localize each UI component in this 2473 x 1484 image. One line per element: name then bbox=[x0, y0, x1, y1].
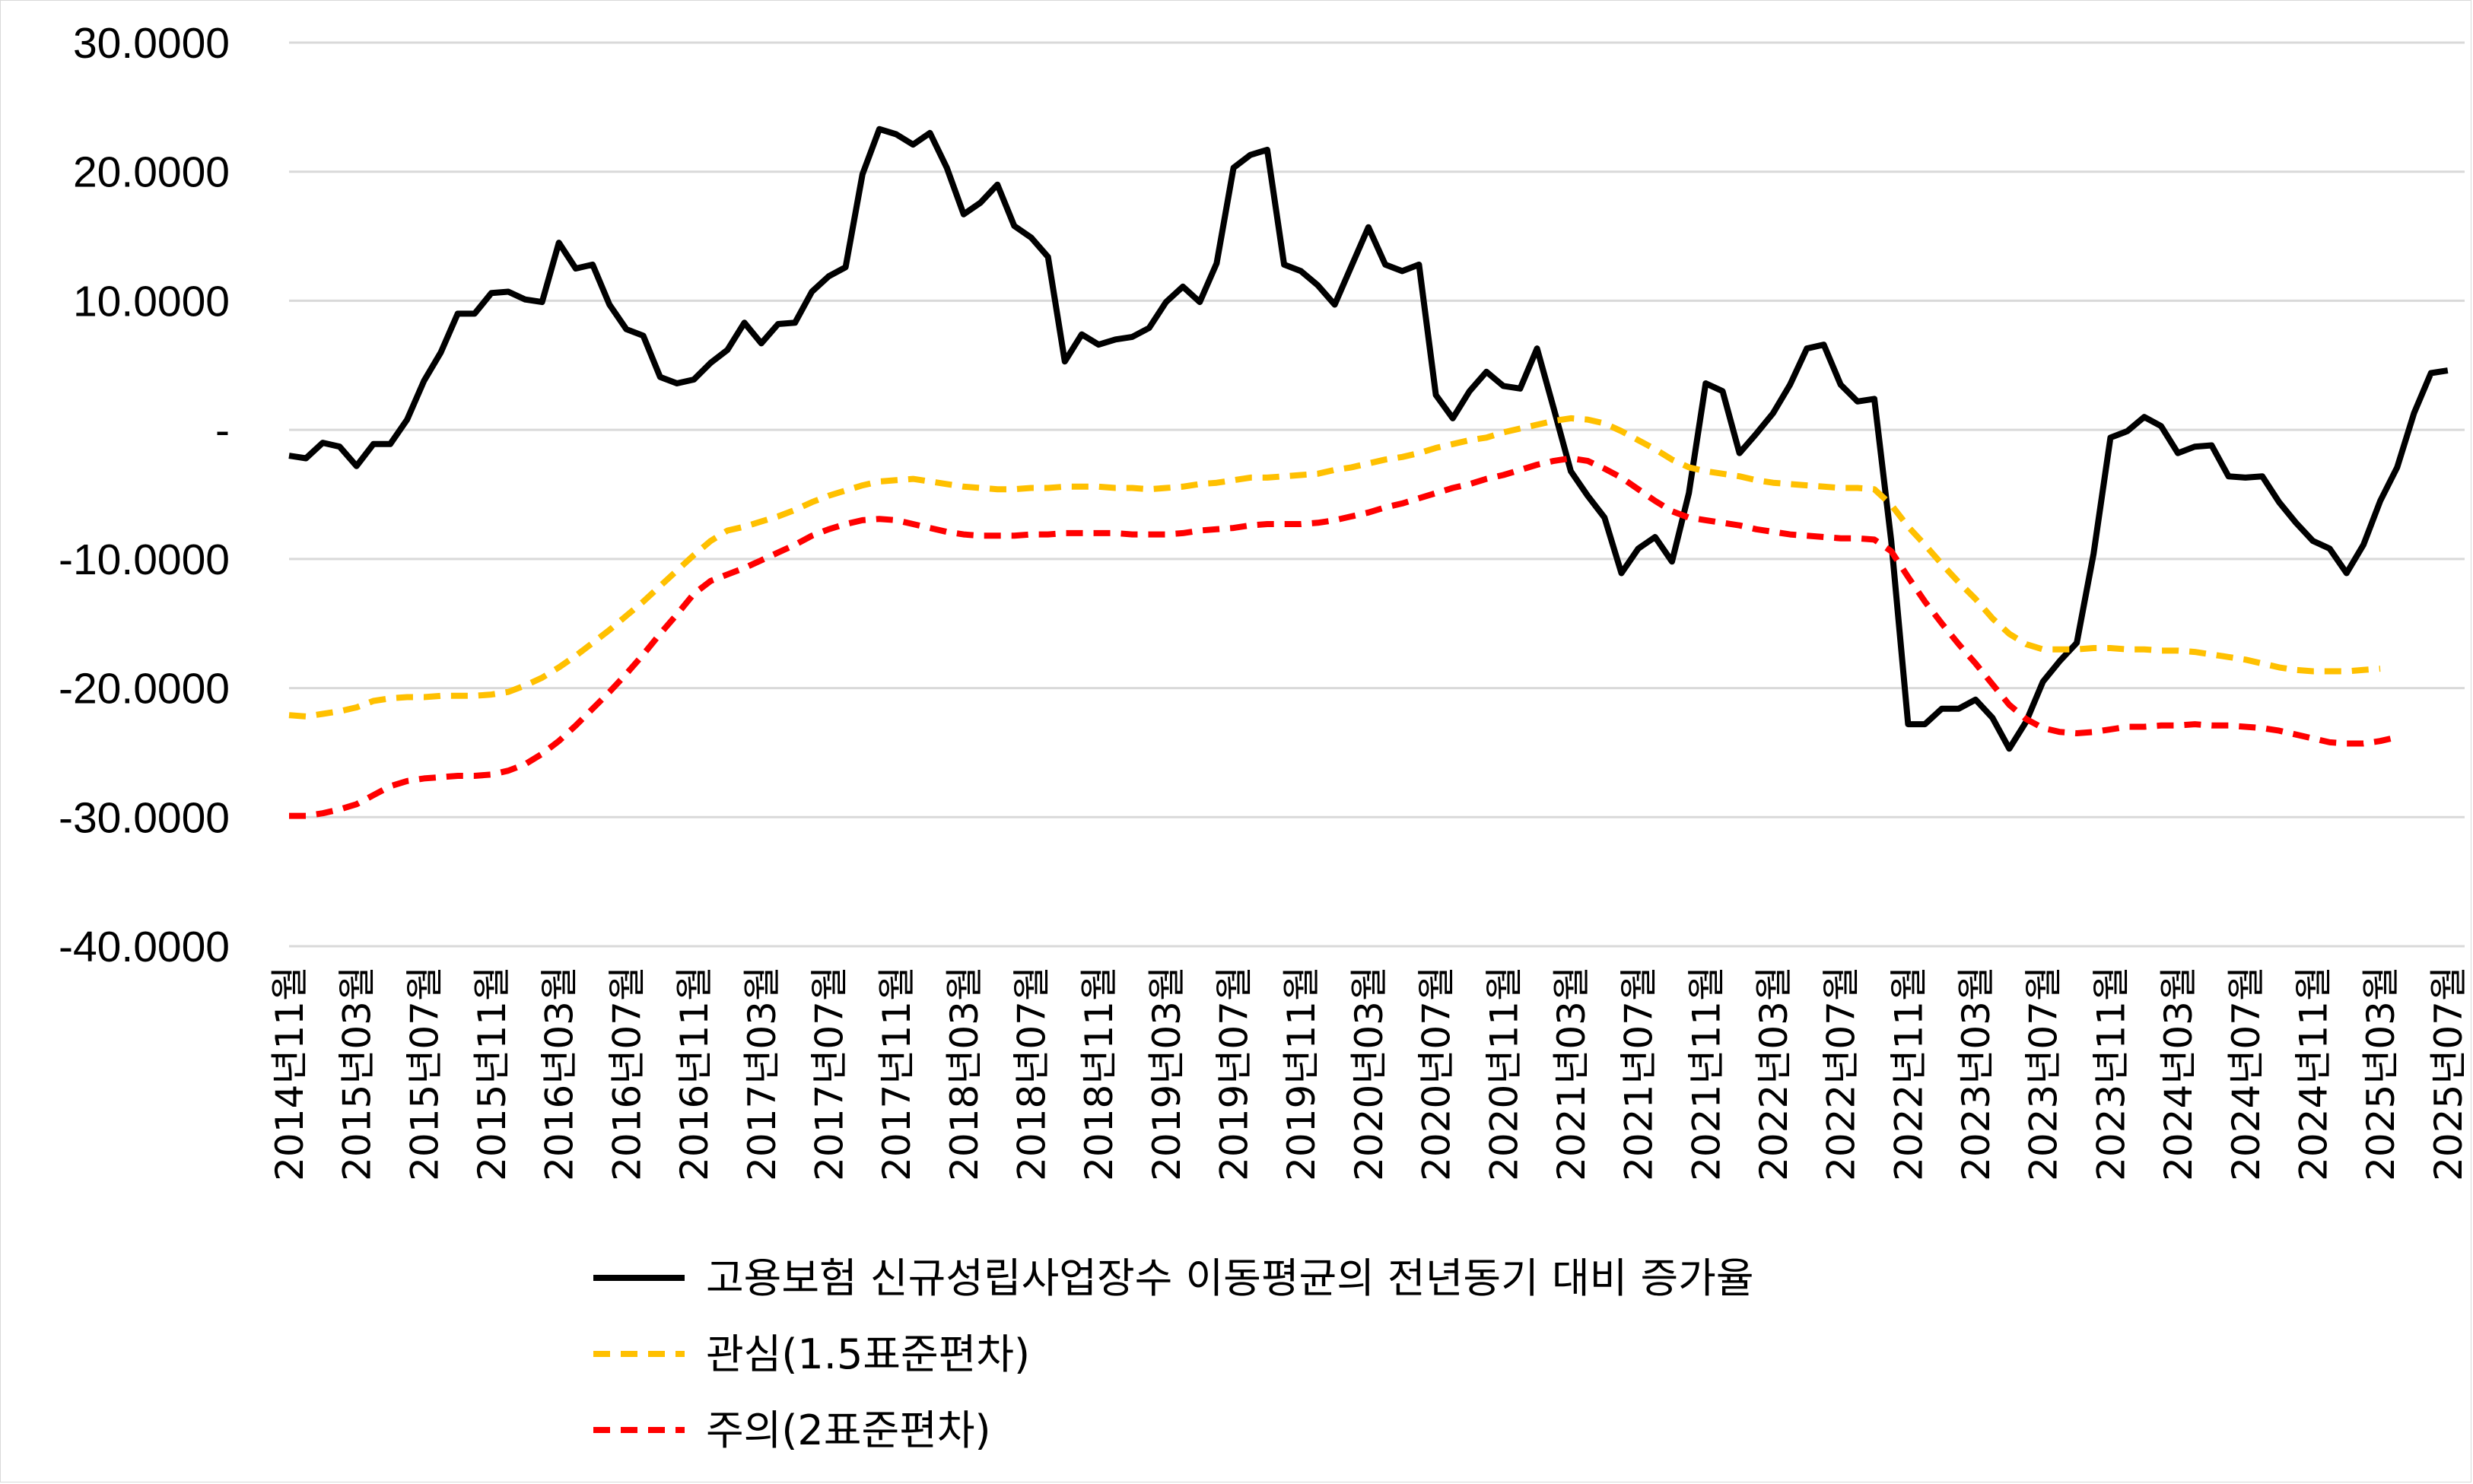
x-tick-label: 2017년11월 bbox=[875, 966, 919, 1181]
legend-label-2: 관심(1.5표준편차) bbox=[706, 1330, 1030, 1378]
x-tick-label: 2023년07월 bbox=[2022, 966, 2066, 1181]
x-tick-label: 2025년07월 bbox=[2427, 966, 2471, 1181]
y-tick-label: 30.0000 bbox=[73, 19, 230, 68]
legend: 고용보험 신규성립사업장수 이동평균의 전년동기 대비 증가율관심(1.5표준편… bbox=[593, 1254, 1754, 1454]
x-tick-label: 2019년07월 bbox=[1213, 966, 1257, 1181]
x-tick-label: 2019년11월 bbox=[1279, 966, 1324, 1181]
series-line-3 bbox=[289, 455, 2398, 819]
y-axis-ticks: 30.0000 20.0000 10.0000 - -10.0000 -20.0000 -3… bbox=[59, 19, 230, 971]
series-line-1 bbox=[288, 126, 2449, 752]
grid-lines bbox=[289, 41, 2465, 948]
x-axis-ticks: 2014년11월 2015년03월 2015년07월 2015년11월 2016년03월… bbox=[268, 966, 2471, 1181]
x-tick-label: 2019년03월 bbox=[1145, 966, 1189, 1181]
series-lines bbox=[288, 126, 2449, 819]
x-tick-label: 2016년03월 bbox=[538, 966, 582, 1181]
y-tick-label: -20.0000 bbox=[59, 665, 230, 713]
x-tick-label: 2023년03월 bbox=[1954, 966, 1998, 1181]
x-tick-label: 2015년03월 bbox=[335, 966, 380, 1181]
x-tick-label: 2015년07월 bbox=[402, 966, 447, 1181]
x-tick-label: 2023년11월 bbox=[2089, 966, 2133, 1181]
x-tick-label: 2021년03월 bbox=[1550, 966, 1594, 1181]
x-tick-label: 2018년03월 bbox=[942, 966, 987, 1181]
x-tick-label: 2016년11월 bbox=[672, 966, 717, 1181]
x-tick-label: 2014년11월 bbox=[268, 966, 312, 1181]
x-tick-label: 2017년07월 bbox=[807, 966, 851, 1181]
y-tick-label: -10.0000 bbox=[59, 535, 230, 584]
x-tick-label: 2021년07월 bbox=[1617, 966, 1661, 1181]
x-tick-label: 2021년11월 bbox=[1684, 966, 1728, 1181]
x-tick-label: 2020년07월 bbox=[1415, 966, 1459, 1181]
x-tick-label: 2018년07월 bbox=[1010, 966, 1054, 1181]
x-tick-label: 2022년07월 bbox=[1820, 966, 1864, 1181]
y-tick-label: 10.0000 bbox=[73, 277, 230, 326]
x-tick-label: 2018년11월 bbox=[1077, 966, 1121, 1181]
x-tick-label: 2015년11월 bbox=[470, 966, 514, 1181]
x-tick-label: 2024년07월 bbox=[2224, 966, 2268, 1181]
x-tick-label: 2024년11월 bbox=[2291, 966, 2335, 1181]
x-tick-label: 2017년03월 bbox=[740, 966, 784, 1181]
x-tick-label: 2022년03월 bbox=[1752, 966, 1796, 1181]
x-tick-label: 2022년11월 bbox=[1887, 966, 1931, 1181]
x-tick-label: 2020년11월 bbox=[1482, 966, 1526, 1181]
y-tick-label: - bbox=[215, 406, 230, 455]
y-tick-label: -40.0000 bbox=[59, 923, 230, 971]
x-tick-label: 2024년03월 bbox=[2157, 966, 2201, 1181]
legend-label-1: 고용보험 신규성립사업장수 이동평균의 전년동기 대비 증가율 bbox=[706, 1254, 1754, 1302]
legend-label-3: 주의(2표준편차) bbox=[706, 1406, 991, 1454]
y-tick-label: 20.0000 bbox=[73, 148, 230, 197]
series-line-2 bbox=[288, 415, 2381, 720]
y-tick-label: -30.0000 bbox=[59, 793, 230, 842]
x-tick-label: 2016년07월 bbox=[605, 966, 649, 1181]
x-tick-label: 2025년03월 bbox=[2359, 966, 2403, 1181]
x-tick-label: 2020년03월 bbox=[1347, 966, 1391, 1181]
